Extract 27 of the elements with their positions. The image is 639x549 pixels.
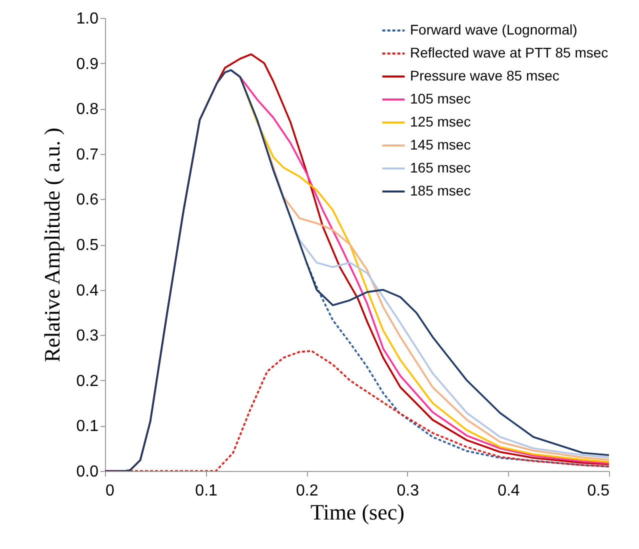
- y-tick-label: 0.9: [76, 56, 99, 73]
- legend-label: 105 msec: [410, 90, 471, 106]
- legend-label: 185 msec: [410, 182, 471, 198]
- x-axis-title: Time (sec): [310, 500, 404, 524]
- x-tick-label: 0: [106, 482, 114, 500]
- y-tick-label: 0.4: [76, 282, 99, 300]
- x-tick-label: 0.5: [587, 482, 610, 500]
- legend-label: 165 msec: [410, 160, 471, 176]
- y-tick-label: 0.3: [76, 328, 99, 345]
- legend-label: Forward wave (Lognormal): [410, 22, 578, 38]
- y-tick-label: 0.6: [76, 192, 99, 209]
- x-tick-label: 0.4: [498, 482, 520, 500]
- y-tick-label: 0.7: [76, 146, 99, 164]
- x-tick-label: 0.1: [195, 482, 218, 500]
- y-tick-label: 0.8: [76, 101, 99, 118]
- y-tick-label: 0.5: [76, 237, 99, 254]
- y-axis-title: Relative Amplitude ( a.u. ): [39, 128, 64, 362]
- y-tick-label: 0.2: [76, 372, 99, 390]
- y-tick-label: 1.0: [76, 10, 99, 28]
- legend-label: 125 msec: [410, 114, 471, 130]
- y-tick-label: 0.0: [76, 464, 99, 480]
- x-tick-label: 0.3: [396, 482, 420, 500]
- y-tick-label: 0.1: [76, 418, 99, 436]
- legend-label: 145 msec: [410, 136, 471, 152]
- x-tick-label: 0.2: [296, 482, 318, 500]
- legend-label: Pressure wave 85 msec: [410, 68, 560, 84]
- legend-label: Reflected wave at PTT 85 msec: [410, 44, 608, 60]
